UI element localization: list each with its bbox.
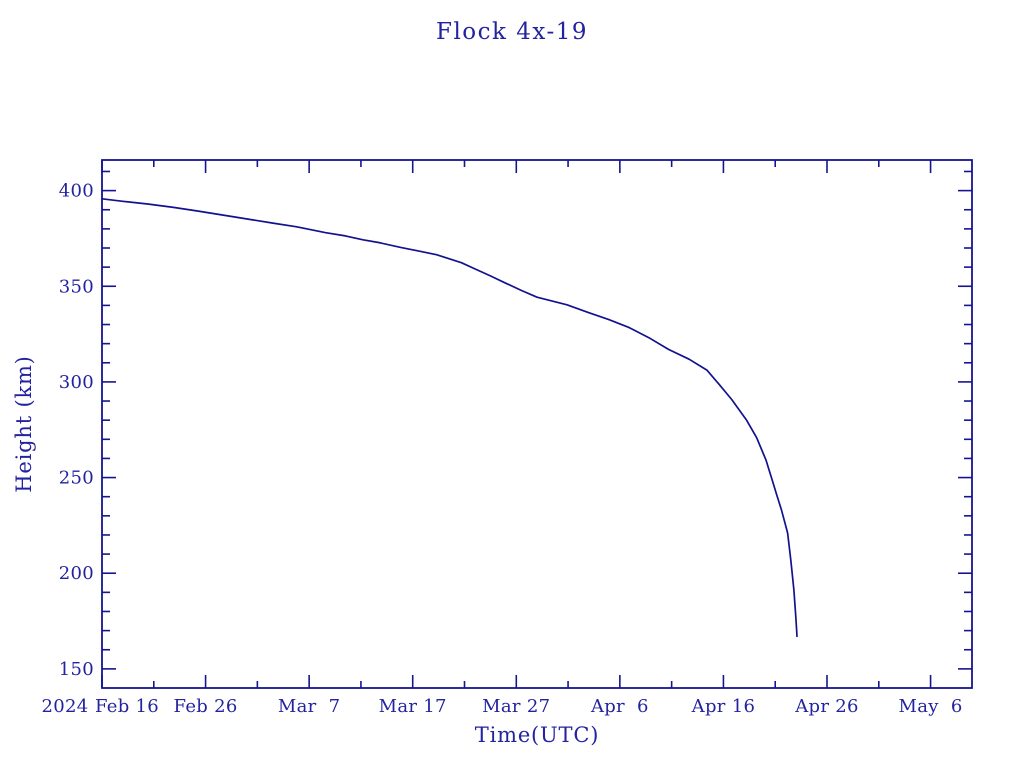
y-tick-label: 400	[59, 181, 94, 202]
x-axis-title: Time(UTC)	[475, 723, 599, 747]
x-tick-label: Feb 26	[174, 696, 238, 717]
height-curve	[101, 197, 798, 638]
x-tick-label: Apr 16	[691, 696, 756, 717]
y-tick-label: 150	[59, 659, 94, 680]
plot-border	[101, 159, 973, 689]
x-tick-label: Mar 27	[482, 696, 550, 717]
x-tick-label: Apr 26	[794, 696, 859, 717]
x-tick-label: Apr 6	[590, 696, 649, 717]
x-tick-label: May 6	[899, 696, 963, 717]
x-tick-label: Mar 17	[379, 696, 447, 717]
y-tick-label: 250	[59, 468, 94, 489]
chart-title: Flock 4x-19	[436, 19, 588, 45]
x-axis-year-label: 2024	[41, 696, 88, 717]
y-tick-label: 350	[59, 276, 94, 297]
x-tick-label: Feb 16	[95, 696, 159, 717]
axis-tick-labels: Feb 16 Feb 26 Mar 7 Mar 17 Mar 27 Apr 6 Apr 16…	[59, 181, 963, 717]
y-axis-title: Height (km)	[12, 355, 36, 492]
plot-frame	[101, 159, 973, 689]
height-decay-line	[101, 197, 798, 638]
axis-ticks	[101, 160, 972, 688]
y-tick-label: 300	[59, 372, 94, 393]
x-tick-label: Mar 7	[278, 696, 340, 717]
y-tick-label: 200	[59, 563, 94, 584]
